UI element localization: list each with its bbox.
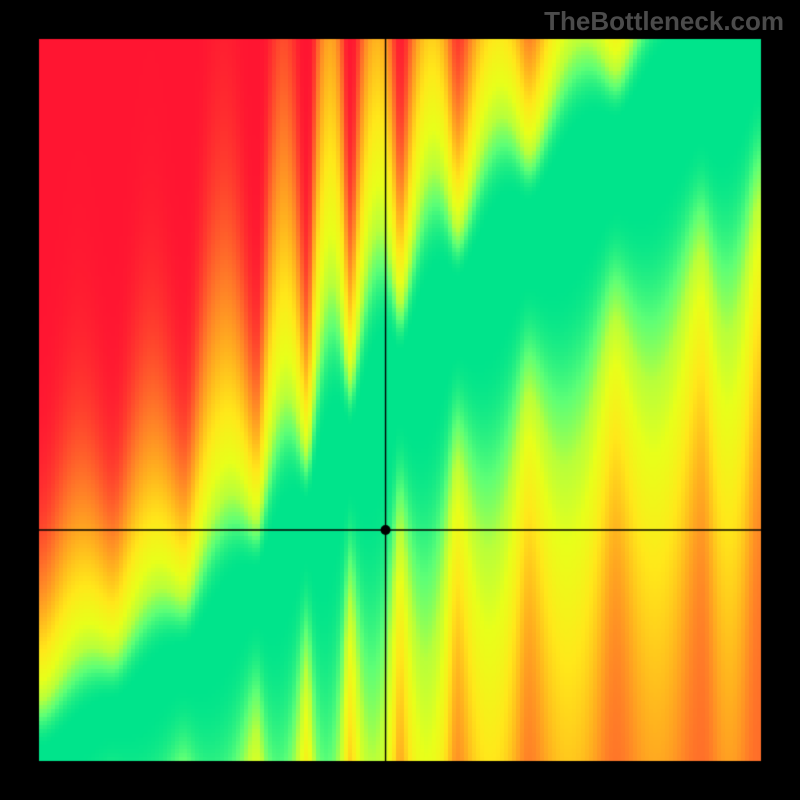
bottleneck-heatmap xyxy=(0,0,800,800)
watermark-text: TheBottleneck.com xyxy=(544,6,784,37)
figure-container: TheBottleneck.com xyxy=(0,0,800,800)
